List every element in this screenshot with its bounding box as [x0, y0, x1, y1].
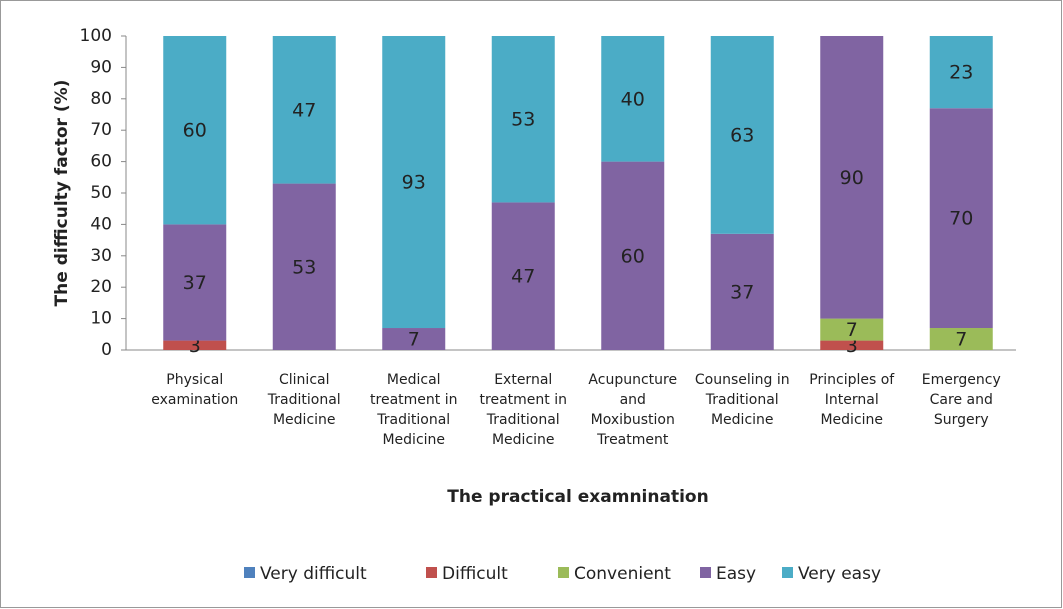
data-label: 7: [408, 329, 420, 351]
legend-swatch: [700, 567, 711, 578]
data-label: 47: [511, 266, 535, 288]
bar-segment: [272, 183, 336, 350]
legend-swatch: [782, 567, 793, 578]
data-label: 7: [846, 319, 858, 341]
x-tick-label-line: Physical: [166, 372, 223, 388]
bar-segment: [601, 161, 665, 350]
x-tick-label-line: Moxibustion: [591, 412, 675, 428]
data-label: 37: [730, 281, 754, 303]
bar-segment: [163, 36, 227, 225]
bar-segment: [820, 36, 884, 319]
x-tick-label: Acupuncture and Moxibustion Treatment: [588, 372, 677, 448]
x-tick-label-line: Medicine: [273, 412, 336, 428]
legend-label: Easy: [716, 564, 756, 584]
y-tick-label: 0: [101, 340, 112, 360]
x-tick-label: Principles of Internal Medicine: [809, 372, 895, 428]
bar-segment: [163, 224, 227, 341]
data-label: 63: [730, 124, 754, 146]
x-tick-label-line: Traditional: [705, 392, 779, 408]
x-tick-label-line: Medicine: [382, 432, 445, 448]
data-label: 53: [292, 256, 316, 278]
x-tick-label-line: Medicine: [492, 432, 555, 448]
legend-label: Difficult: [442, 564, 508, 584]
data-label: 47: [292, 99, 316, 121]
x-tick-label: Emergency Care and Surgery: [922, 372, 1001, 428]
legend-label: Very difficult: [260, 564, 367, 584]
x-tick-label: Medical treatment in Traditional Medicine: [370, 372, 457, 448]
x-axis-title: The practical examnination: [447, 487, 708, 507]
y-tick-label: 40: [90, 214, 112, 234]
x-tick-label: External treatment in Traditional Medicine: [480, 372, 567, 448]
x-tick-label: Counseling in Traditional Medicine: [695, 372, 790, 428]
data-label: 60: [621, 245, 645, 267]
bar-segment: [929, 328, 993, 350]
bar-segment: [382, 36, 446, 329]
legend-label: Very easy: [798, 564, 881, 584]
x-tick-label-line: Emergency: [922, 372, 1001, 388]
y-tick-label: 60: [90, 152, 112, 172]
y-tick-label: 70: [90, 120, 112, 140]
data-label: 37: [183, 272, 207, 294]
y-tick-label: 100: [80, 26, 112, 46]
data-label: 7: [955, 329, 967, 351]
data-label: 23: [949, 62, 973, 84]
x-tick-label-line: Surgery: [934, 412, 989, 428]
y-tick-label: 50: [90, 183, 112, 203]
bar-segment: [601, 36, 665, 162]
x-tick-label-line: and: [620, 392, 646, 408]
x-tick-label-line: External: [494, 372, 552, 388]
legend-swatch: [244, 567, 255, 578]
x-tick-label-line: examination: [151, 392, 238, 408]
legend-label: Convenient: [574, 564, 671, 584]
x-tick-label-line: Care and: [930, 392, 993, 408]
x-tick-label-line: Internal: [825, 392, 879, 408]
bar-segment: [491, 202, 555, 350]
x-tick-label: Clinical Traditional Medicine: [267, 372, 341, 428]
y-tick-label: 10: [90, 309, 112, 329]
bar-segment: [820, 340, 884, 350]
data-label: 93: [402, 172, 426, 194]
x-tick-label-line: Traditional: [376, 412, 450, 428]
y-tick-label: 80: [90, 89, 112, 109]
x-tick-label-line: Medical: [387, 372, 441, 388]
x-tick-label-line: Traditional: [267, 392, 341, 408]
data-label: 90: [840, 167, 864, 189]
x-tick-label-line: Clinical: [279, 372, 329, 388]
bar-segment: [163, 340, 227, 350]
x-tick-label-line: Medicine: [711, 412, 774, 428]
legend-swatch: [558, 567, 569, 578]
x-tick-label: Physical examination: [151, 372, 238, 408]
legend-swatch: [426, 567, 437, 578]
bar-segment: [820, 318, 884, 341]
x-tick-label-line: Principles of: [809, 372, 895, 388]
x-tick-label-line: Acupuncture: [588, 372, 677, 388]
data-label: 53: [511, 109, 535, 131]
y-tick-label: 30: [90, 246, 112, 266]
bar-segment: [710, 36, 774, 234]
x-tick-label-line: treatment in: [480, 392, 567, 408]
data-label: 60: [183, 120, 207, 142]
data-label: 70: [949, 208, 973, 230]
y-axis-title: The difficulty factor (%): [52, 80, 72, 307]
x-tick-label-line: Medicine: [820, 412, 883, 428]
y-tick-label: 90: [90, 57, 112, 77]
data-label: 40: [621, 88, 645, 110]
bar-segment: [929, 108, 993, 329]
x-tick-label-line: Traditional: [486, 412, 560, 428]
y-tick-label: 20: [90, 277, 112, 297]
x-tick-label-line: treatment in: [370, 392, 457, 408]
bar-segment: [272, 36, 336, 184]
x-tick-label-line: Counseling in: [695, 372, 790, 388]
bar-segment: [710, 233, 774, 350]
x-tick-label-line: Treatment: [596, 432, 669, 448]
bar-segment: [382, 328, 446, 350]
bar-segment: [491, 36, 555, 203]
bar-segment: [929, 36, 993, 109]
